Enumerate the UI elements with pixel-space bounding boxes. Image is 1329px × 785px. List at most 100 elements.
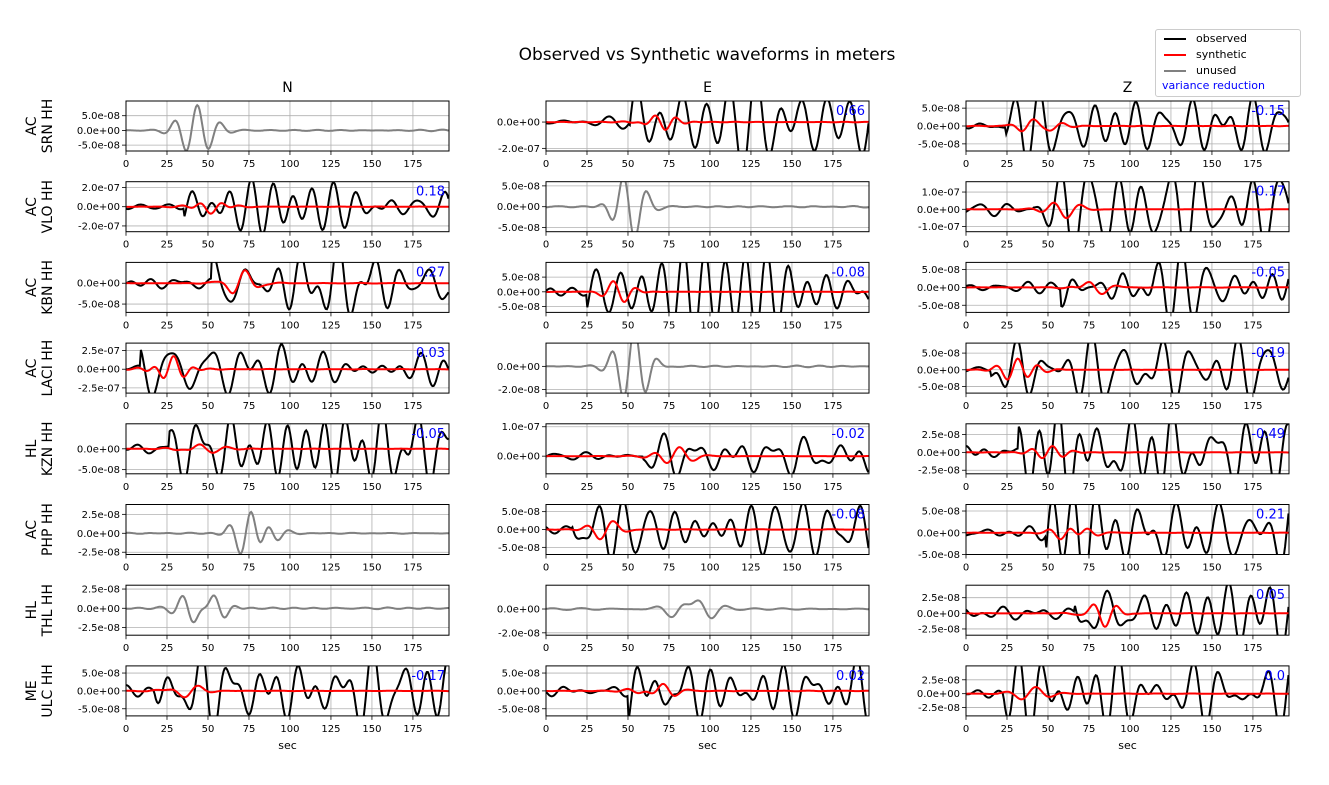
x-tick-label: 100 [1120,320,1139,331]
y-tick-label: -2.5e-08 [918,703,960,714]
x-tick-label: 150 [782,240,801,251]
observed-trace [126,181,449,232]
x-tick-label: 50 [202,401,215,412]
x-tick-label: 175 [823,240,842,251]
x-tick-label: 100 [700,240,719,251]
x-tick-label: 75 [243,159,256,170]
unused-trace [546,181,869,232]
axes-frame [965,181,1290,233]
panel-srn-e: 0 25 50 75 100 125 150 175 0.0e+00 -2.0e-07 0.66 [497,100,870,170]
x-tick-label: 75 [663,320,676,331]
x-tick-label: 125 [321,320,340,331]
axes-frame [965,584,1290,636]
figure-title: Observed vs Synthetic waveforms in meter… [519,45,896,65]
x-tick-label: 125 [1161,724,1180,735]
x-tick-label: 25 [581,240,594,251]
variance-reduction-value: -0.08 [831,508,865,523]
x-tick-label: 25 [581,159,594,170]
x-tick-label: 125 [321,563,340,574]
x-tick-label: 125 [741,401,760,412]
x-tick-label: 25 [1001,724,1014,735]
x-tick-label: 25 [161,482,174,493]
legend-line-unused [1164,70,1186,72]
row-network-label: AC [24,116,40,135]
x-tick-label: 0 [543,240,549,251]
x-tick-label: 125 [321,724,340,735]
panel-laci-z: 0 25 50 75 100 125 150 175 5.0e-08 0.0e+00 -5.0e-0… [917,342,1290,412]
x-tick-label: 125 [321,401,340,412]
x-tick-label: 50 [622,240,635,251]
x-tick-label: 175 [403,643,422,654]
axes-frame [965,504,1290,555]
x-tick-label: 100 [1120,240,1139,251]
x-tick-label: 100 [280,563,299,574]
legend-label-synthetic: synthetic [1196,48,1247,61]
observed-trace [546,504,869,555]
x-tick-label: 25 [161,320,174,331]
unused-trace [546,599,869,620]
x-tick-label: 125 [741,320,760,331]
x-axis-label: sec [1118,739,1137,752]
y-tick-label: 1.0e-07 [502,422,540,433]
variance-reduction-value: -0.19 [1251,346,1285,361]
y-tick-label: -5.0e-08 [918,382,960,393]
x-tick-label: 150 [362,240,381,251]
x-tick-label: 25 [1001,159,1014,170]
x-tick-label: 100 [700,159,719,170]
x-tick-label: 50 [622,724,635,735]
panel-vlo-n: 0 25 50 75 100 125 150 175 2.0e-07 0.0e+00 -2.0e-0… [77,181,450,251]
x-tick-label: 50 [202,320,215,331]
y-tick-label: -5.0e-08 [78,300,120,311]
synthetic-trace [546,520,869,541]
x-tick-label: 125 [1161,401,1180,412]
x-tick-label: 150 [782,724,801,735]
synthetic-trace [966,357,1289,381]
x-tick-label: 0 [543,643,549,654]
column-header-n: N [282,80,292,96]
panel-kzn-z: 0 25 50 75 100 125 150 175 2.5e-08 0.0e+00 -2.5e-0… [917,423,1290,493]
x-tick-label: 125 [741,724,760,735]
synthetic-trace [126,202,449,215]
x-tick-label: 150 [362,159,381,170]
y-tick-label: 5.0e-08 [922,104,960,115]
y-tick-label: -5.0e-08 [918,550,960,561]
y-tick-label: 0.0e+00 [77,279,120,290]
variance-reduction-value: -0.15 [1251,104,1285,119]
x-tick-label: 100 [1120,724,1139,735]
observed-trace [546,432,869,474]
x-tick-label: 175 [403,724,422,735]
x-tick-label: 100 [280,482,299,493]
y-tick-label: -2.5e-08 [78,623,120,634]
x-tick-label: 175 [823,643,842,654]
x-tick-label: 50 [1042,240,1055,251]
row-network-label: AC [24,197,40,216]
x-tick-label: 75 [663,159,676,170]
x-tick-label: 150 [362,401,381,412]
x-tick-label: 25 [581,482,594,493]
panel-kzn-e: 0 25 50 75 100 125 150 175 1.0e-07 0.0e+00 -0.02 [497,422,870,493]
unused-trace [546,343,869,394]
x-tick-label: 50 [1042,643,1055,654]
x-tick-label: 75 [243,563,256,574]
y-tick-label: 0.0e+00 [917,205,960,216]
observed-trace [966,262,1289,313]
x-tick-label: 125 [1161,643,1180,654]
x-tick-label: 0 [963,401,969,412]
row-network-label: ME [24,680,40,701]
row-station-label: KZN HH [40,421,56,476]
x-tick-label: 75 [1083,401,1096,412]
panel-kbn-z: 0 25 50 75 100 125 150 175 5.0e-08 0.0e+00 -5.0e-0… [917,261,1290,331]
axes-frame [965,665,1290,717]
x-tick-label: 100 [700,320,719,331]
observed-trace [966,585,1289,636]
x-tick-label: 125 [741,159,760,170]
y-tick-label: 2.5e-08 [82,585,120,596]
panel-srn-n: 0 25 50 75 100 125 150 175 5.0e-08 0.0e+00 -5.0e-0… [77,100,450,170]
x-tick-label: 0 [963,159,969,170]
x-tick-label: 0 [543,724,549,735]
x-tick-label: 0 [963,320,969,331]
axes-frame [125,261,450,313]
y-tick-label: -5.0e-08 [78,141,120,152]
x-tick-label: 50 [202,240,215,251]
axes-frame [545,100,870,152]
